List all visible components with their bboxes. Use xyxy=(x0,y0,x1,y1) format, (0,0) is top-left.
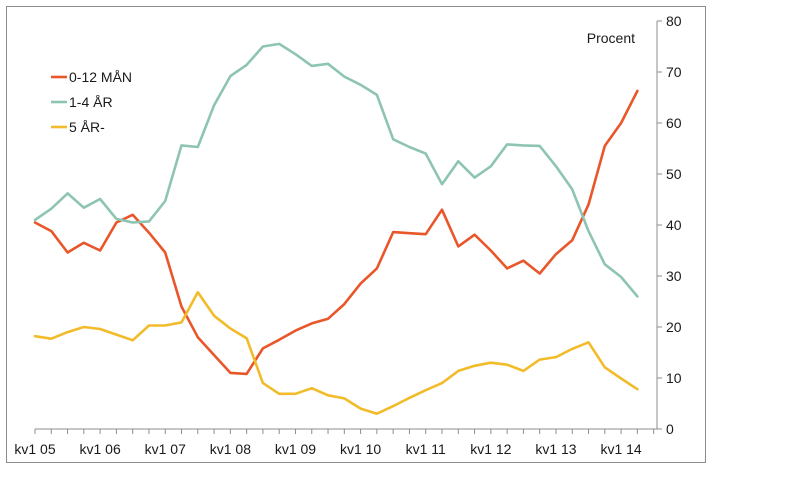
x-tick-label: kv1 13 xyxy=(535,441,576,457)
chart-frame: 0 10 20 30 40 50 60 70 80 kv1 05 kv1 06 kv1 07 kv1 0… xyxy=(6,6,706,463)
y-tick-label: 0 xyxy=(666,421,674,437)
series-line-2 xyxy=(33,42,639,298)
x-tick-label: kv1 06 xyxy=(79,441,120,457)
y-tick-label: 60 xyxy=(666,115,682,131)
x-tick-label: kv1 07 xyxy=(145,441,186,457)
legend-label-3: 5 ÅR- xyxy=(69,119,105,135)
series-line-3 xyxy=(33,290,639,416)
x-tick-label: kv1 14 xyxy=(600,441,641,457)
x-tick-label: kv1 05 xyxy=(14,441,55,457)
y-tick-label: 30 xyxy=(666,268,682,284)
x-tick-label: kv1 08 xyxy=(210,441,251,457)
y-tick-label: 20 xyxy=(666,319,682,335)
axes: 0 10 20 30 40 50 60 70 80 kv1 05 kv1 06 kv1 07 kv1 0… xyxy=(14,13,681,457)
legend-label-2: 1-4 ÅR xyxy=(69,94,113,110)
series-lines xyxy=(33,42,639,416)
y-tick-label: 70 xyxy=(666,64,682,80)
x-tick-label: kv1 11 xyxy=(406,441,446,457)
unit-label: Procent xyxy=(587,30,635,46)
legend-label-1: 0-12 MÅN xyxy=(69,69,132,85)
x-tick-label: kv1 10 xyxy=(340,441,381,457)
y-tick-label: 80 xyxy=(666,13,682,29)
x-tick-label: kv1 09 xyxy=(275,441,316,457)
legend: 0-12 MÅN 1-4 ÅR 5 ÅR- xyxy=(51,69,132,135)
y-tick-label: 10 xyxy=(666,370,682,386)
y-tick-label: 50 xyxy=(666,166,682,182)
y-tick-label: 40 xyxy=(666,217,682,233)
x-tick-label: kv1 12 xyxy=(470,441,511,457)
line-chart: 0 10 20 30 40 50 60 70 80 kv1 05 kv1 06 kv1 07 kv1 0… xyxy=(14,13,681,457)
series-line-1 xyxy=(33,89,639,376)
